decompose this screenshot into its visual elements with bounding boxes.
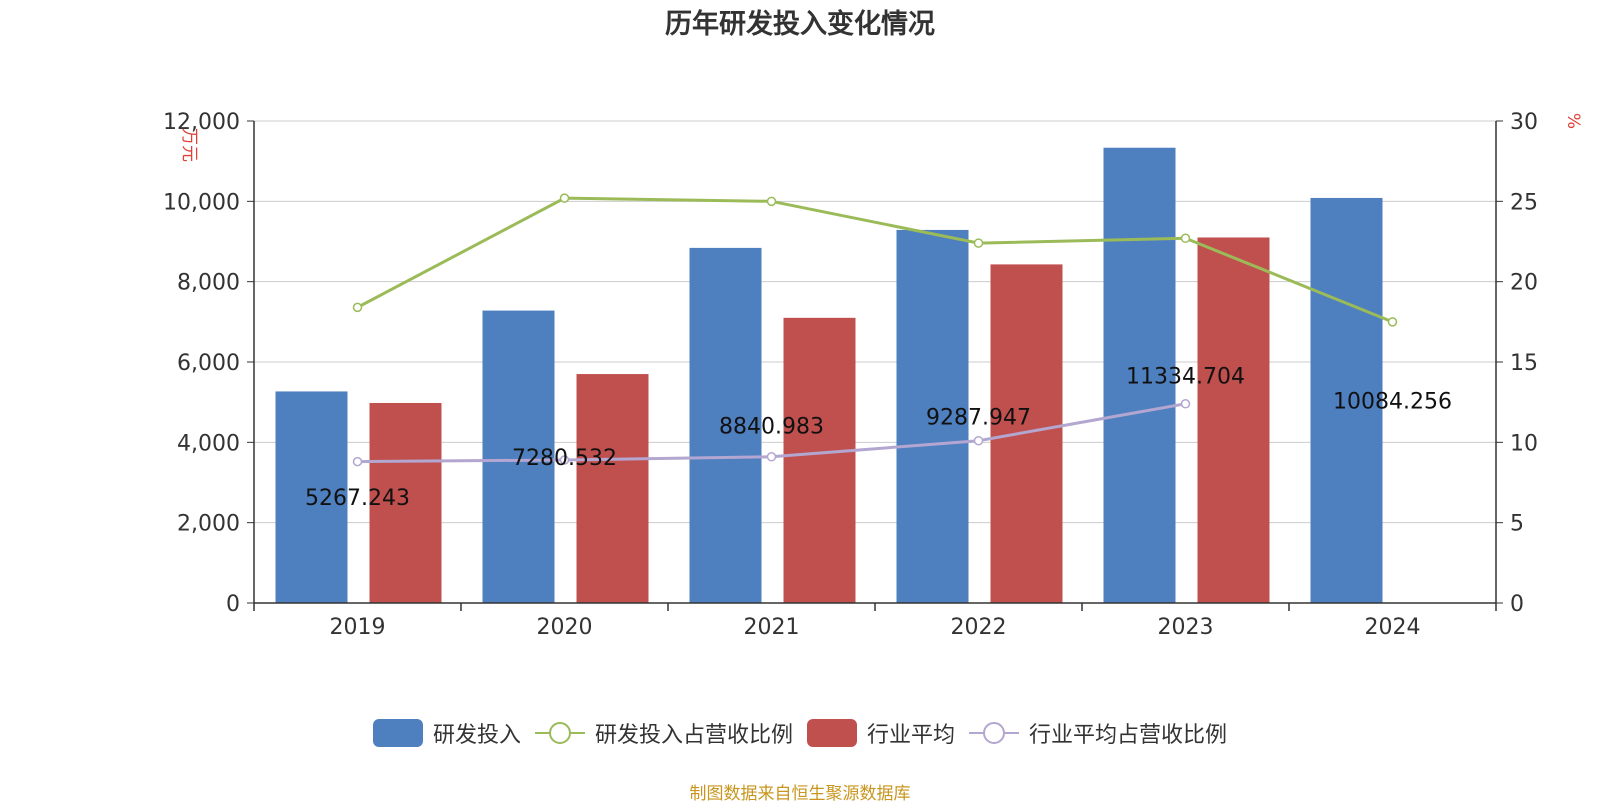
legend-label: 研发投入占营收比例 (594, 723, 793, 748)
bar-2019 (275, 391, 348, 603)
bar-data-label: 8840.983 (719, 414, 824, 439)
left-axis-tick-label: 4,000 (177, 431, 240, 456)
line-point (973, 435, 984, 446)
right-axis-tick-label: 15 (1510, 351, 1538, 376)
bar-data-label: 5267.243 (305, 486, 410, 511)
bar-data-label: 10084.256 (1333, 389, 1452, 414)
legend-line-swatch-icon (969, 719, 1020, 747)
chart-title: 历年研发投入变化情况 (665, 9, 935, 40)
right-axis-tick-label: 0 (1510, 592, 1524, 617)
line-point (352, 302, 363, 313)
bar-2023 (1103, 147, 1176, 603)
right-axis-tick-label: 20 (1510, 271, 1538, 296)
bar-2019 (369, 402, 442, 603)
line-point (559, 193, 570, 203)
x-axis-tick-label: 2021 (744, 615, 800, 640)
line-point (559, 455, 570, 465)
legend-bar-swatch-icon (807, 719, 857, 747)
data-source-note: 制图数据来自恒生聚源数据库 (689, 784, 911, 804)
x-axis-tick-label: 2022 (951, 615, 1007, 640)
right-axis-tick-label: 25 (1510, 190, 1538, 215)
bar-2024 (1310, 197, 1383, 604)
line-point (766, 196, 777, 207)
bar-2021 (689, 247, 762, 603)
x-axis-tick-label: 2023 (1158, 615, 1214, 640)
series-line (356, 196, 1394, 324)
legend-item-industry-average[interactable]: 行业平均 (807, 717, 955, 749)
legend-item-rd-investment[interactable]: 研发投入 (372, 717, 521, 749)
bar-data-label: 11334.704 (1126, 364, 1245, 389)
bar-2022 (896, 229, 969, 603)
right-axis-tick-label: 10 (1510, 431, 1538, 456)
right-axis-tick-label: 5 (1510, 512, 1524, 537)
left-axis-tick-label: 10,000 (163, 190, 240, 215)
bar-2023 (1197, 237, 1270, 603)
legend-item-rd-ratio[interactable]: 研发投入占营收比例 (534, 717, 793, 749)
line-point (1387, 317, 1398, 327)
line-point (973, 238, 984, 248)
left-axis-unit: 万元 (179, 128, 199, 162)
left-axis-tick-label: 8,000 (177, 271, 240, 296)
x-axis-tick-label: 2020 (537, 615, 593, 640)
left-axis-tick-label: 0 (226, 592, 240, 617)
x-axis-tick-label: 2019 (330, 615, 386, 640)
line-point (1180, 399, 1191, 409)
left-axis-tick-label: 12,000 (163, 110, 240, 135)
right-axis-tick-label: 30 (1510, 110, 1538, 135)
left-axis-tick-label: 6,000 (177, 351, 240, 376)
line-point (1180, 233, 1191, 244)
combo-chart: 0 2,000 4,000 6,000 8,000 10,000 12,000 0 5 10 15 2… (163, 110, 1583, 640)
legend-item-industry-ratio[interactable]: 行业平均占营收比例 (969, 717, 1227, 749)
legend-line-swatch-icon (534, 719, 585, 747)
bar-data-label: 7280.532 (512, 446, 617, 471)
bar-2022 (990, 264, 1063, 603)
x-axis-tick-label: 2024 (1365, 615, 1421, 640)
bar-2020 (482, 310, 555, 603)
legend-label: 行业平均 (867, 723, 956, 748)
left-axis-tick-label: 2,000 (177, 512, 240, 537)
bar-2021 (783, 317, 856, 603)
bar-2020 (576, 374, 649, 603)
line-point (352, 456, 363, 467)
legend-bar-swatch-icon (372, 719, 423, 747)
chart-legend: 研发投入 研发投入占营收比例 行业平均 行业平均占营收比例 (0, 716, 1600, 750)
line-point (766, 452, 777, 462)
legend-label: 行业平均占营收比例 (1029, 723, 1228, 748)
right-axis-unit: % (1563, 113, 1583, 129)
legend-label: 研发投入 (432, 723, 521, 748)
bar-data-label: 9287.947 (926, 405, 1031, 430)
